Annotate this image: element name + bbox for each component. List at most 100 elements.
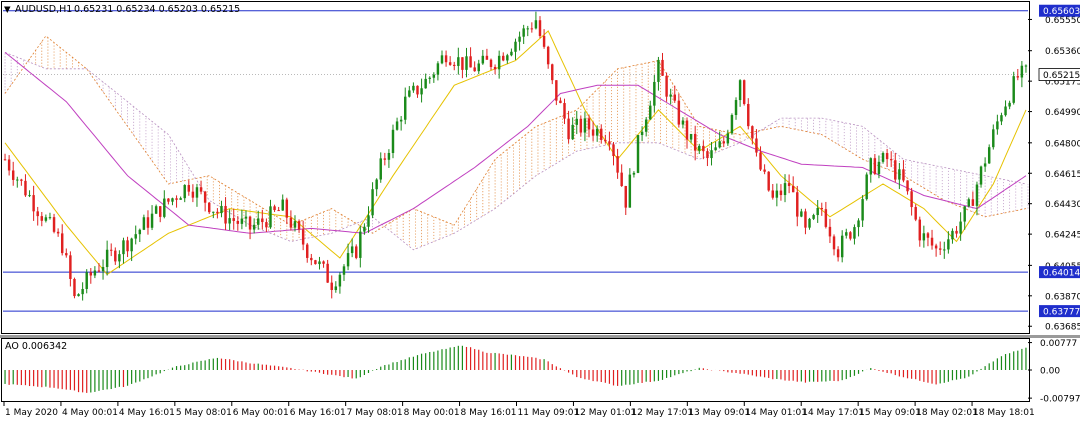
candle-bull (81, 288, 84, 295)
candle-bull (293, 221, 297, 228)
candle-bull (726, 133, 730, 144)
candle-bull (571, 124, 574, 140)
candle-bull (432, 74, 436, 78)
candle-bull (967, 199, 971, 207)
candle-bear (673, 94, 676, 101)
candle-bear (175, 198, 178, 200)
symbol-dropdown-icon[interactable]: ▼ (4, 5, 11, 15)
candle-bull (775, 190, 779, 198)
candle-bear (248, 216, 252, 230)
candle-bull (853, 227, 856, 239)
candle-bear (767, 171, 770, 191)
candle-bull (522, 28, 525, 37)
candle-bull (963, 206, 966, 222)
cloud-span-a (4, 35, 1027, 234)
ao-histogram (4, 345, 1027, 393)
price-tick-label: 0.63685 (1045, 323, 1080, 333)
candle-bear (665, 75, 668, 97)
candle-bear (551, 64, 554, 81)
candle-bear (277, 210, 280, 212)
candle-bull (118, 254, 121, 262)
candle-bull (1004, 106, 1007, 116)
candle-bull (518, 36, 521, 42)
candle-bear (306, 244, 309, 258)
ao-tick-label: 0.00 (1040, 367, 1060, 377)
candle-bear (236, 220, 240, 224)
candle-bull (710, 150, 713, 159)
ao-tick-label: -0.00797 (1040, 395, 1080, 405)
candle-bull (1000, 115, 1003, 122)
candle-bull (669, 94, 672, 97)
candle-bull (212, 211, 215, 213)
candle-bull (142, 217, 146, 230)
time-tick-label: 12 May 17:01 (631, 408, 693, 418)
candle-bear (11, 170, 15, 180)
candle-bear (109, 249, 113, 251)
candle-bear (24, 180, 27, 196)
pane-separator[interactable] (0, 335, 1080, 338)
level-price-label: 0.64014 (1043, 269, 1080, 279)
candle-bear (216, 211, 219, 214)
time-tick-label: 14 May 17:01 (802, 408, 864, 418)
candle-bull (526, 28, 529, 30)
candle-bull (481, 55, 485, 64)
candle-bull (975, 184, 979, 206)
ma-slow-line (4, 52, 1027, 234)
candle-bull (714, 147, 717, 151)
candle-bear (779, 190, 783, 196)
candle-bear (167, 198, 170, 202)
ao-indicator-pane[interactable] (1, 338, 1030, 402)
candle-bear (191, 191, 195, 198)
candle-bear (297, 221, 301, 230)
price-tick-label: 0.64990 (1045, 108, 1080, 118)
candle-bear (126, 240, 129, 252)
candle-bull (420, 88, 423, 95)
time-tick-label: 4 May 00:01 (62, 408, 118, 418)
candle-bull (730, 115, 734, 134)
time-tick-label: 11 May 09:01 (518, 408, 580, 418)
candle-bear (600, 128, 603, 140)
candle-bull (395, 121, 399, 130)
level-price-label: 0.63777 (1043, 308, 1080, 318)
candle-bull (983, 163, 987, 167)
candle-bear (146, 217, 150, 228)
candle-bull (783, 183, 787, 196)
candle-bear (489, 59, 493, 67)
candle-bull (77, 294, 80, 297)
candle-bull (943, 249, 946, 251)
time-axis: 1 May 2020 4 May 00:01 4 May 16:01 5 May 08… (3, 402, 1035, 418)
candle-bear (114, 250, 117, 262)
candle-bull (689, 133, 693, 140)
candle-bull (391, 129, 395, 153)
ao-axis: 0.00777 0.00 -0.00797 (1028, 339, 1080, 405)
main-price-pane[interactable] (1, 1, 1030, 334)
candle-bear (820, 207, 823, 210)
candle-bull (240, 218, 244, 224)
candle-bear (448, 62, 452, 65)
candle-bear (7, 159, 11, 171)
candle-bear (538, 20, 542, 36)
candle-bull (269, 206, 272, 228)
candle-bull (16, 179, 19, 181)
candle-bull (497, 55, 501, 70)
candle-bull (387, 152, 391, 160)
candle-bear (706, 151, 709, 159)
candle-bear (889, 159, 893, 161)
candle-bull (359, 231, 362, 258)
candle-bull (318, 261, 321, 265)
candle-bear (355, 246, 358, 258)
candle-bear (620, 172, 623, 186)
candle-bull (510, 51, 513, 56)
candle-bear (89, 272, 93, 276)
candle-bear (56, 231, 60, 234)
candle-bear (322, 261, 325, 264)
candle-bull (816, 207, 819, 216)
time-tick-label: 18 May 02:01 (916, 408, 978, 418)
candle-bull (28, 195, 31, 197)
candle-bull (1012, 76, 1015, 103)
candle-bull (404, 96, 407, 120)
current-price-frame (1038, 68, 1080, 81)
candle-bear (208, 202, 211, 213)
candle-bull (1024, 65, 1028, 67)
